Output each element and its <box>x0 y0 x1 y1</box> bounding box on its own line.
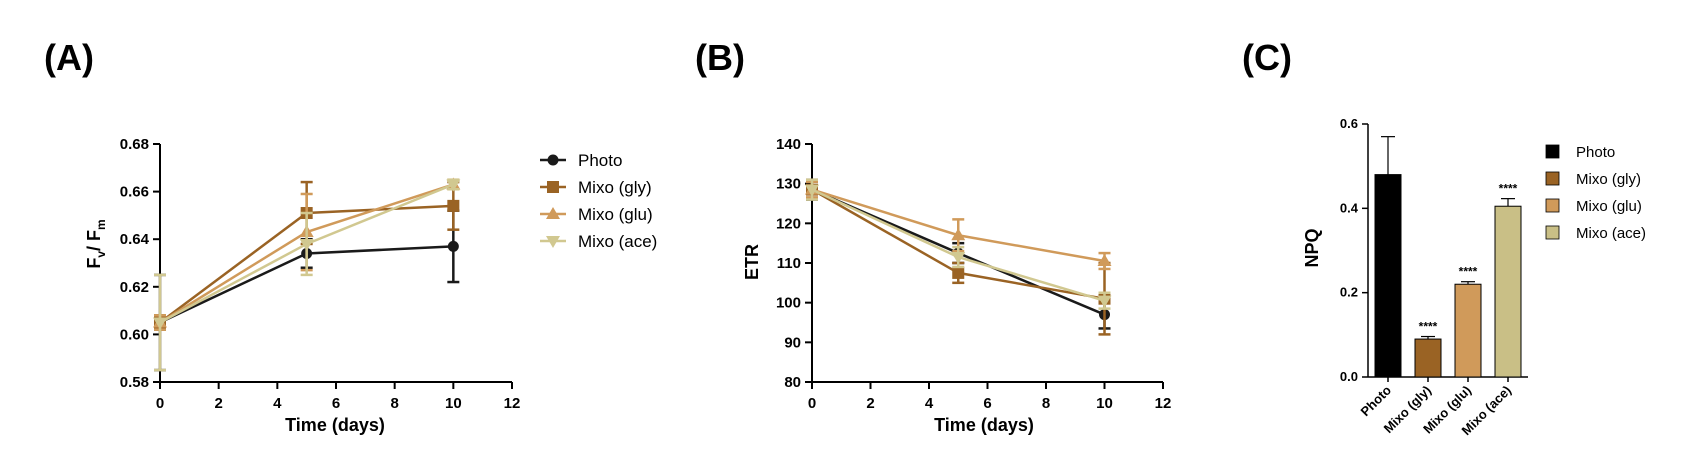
chart-b-x-tick-label: 8 <box>1042 395 1050 412</box>
chart-a-series-3 <box>153 178 461 372</box>
legend-label: Photo <box>1576 144 1615 161</box>
legend-label: Mixo (gly) <box>578 178 652 197</box>
chart-b-data-point <box>951 252 966 265</box>
chart-b-y-tick-label: 120 <box>776 215 801 232</box>
chart-a-x-tick-label: 2 <box>214 395 222 412</box>
chart-c-y-tick-label: 0.0 <box>1340 369 1358 384</box>
legend-item: Mixo (glu) <box>1545 198 1642 215</box>
chart-b-x-tick-label: 12 <box>1155 395 1172 412</box>
chart-b-x-tick-label: 2 <box>866 395 874 412</box>
chart-a: Time (days) Fv/ Fm 0 2 4 6 8 10 12 0.58 0.60 0.62… <box>84 136 657 435</box>
chart-a-ylabel-sub1: v <box>94 251 108 258</box>
legend-label: Photo <box>578 151 622 170</box>
chart-a-x-tick-label: 4 <box>273 395 282 412</box>
legend-item: Photo <box>1545 144 1615 161</box>
legend-swatch <box>1545 171 1560 186</box>
chart-a-data-point <box>153 317 167 330</box>
chart-a-data-point <box>299 238 314 251</box>
chart-c-y-tick-label: 0.2 <box>1340 285 1358 300</box>
chart-b-data-point <box>952 266 965 279</box>
legend-swatch <box>1545 225 1560 240</box>
legend-item: Mixo (gly) <box>1545 171 1641 188</box>
chart-b-y-tick-label: 110 <box>777 255 801 272</box>
chart-a-ylabel: Fv/ Fm <box>84 219 108 268</box>
chart-a-x-tick-label: 0 <box>156 395 164 412</box>
bar <box>1374 174 1402 378</box>
bar <box>1494 205 1522 378</box>
chart-a-x-tick-label: 8 <box>390 395 398 412</box>
chart-b-x-tick-label: 4 <box>925 395 934 412</box>
legend-label: Mixo (ace) <box>578 232 657 251</box>
chart-a-y-tick-label: 0.68 <box>120 136 149 153</box>
legend-label: Mixo (ace) <box>1576 225 1646 242</box>
chart-a-x-tick-label: 12 <box>504 395 521 412</box>
legend-label: Mixo (gly) <box>1576 171 1641 188</box>
legend-item: Mixo (gly) <box>540 178 652 197</box>
chart-a-y-tick-label: 0.64 <box>120 231 150 248</box>
chart-a-x-tick-label: 6 <box>332 395 340 412</box>
chart-a-ylabel-main: F <box>84 258 104 269</box>
bar-group: ****Mixo (ace) <box>1459 182 1522 438</box>
chart-b-y-tick-label: 90 <box>784 334 801 351</box>
legend-swatch <box>1545 198 1560 213</box>
chart-b: Time (days) ETR 0 2 4 6 8 10 12 80 90 100 110 120 13… <box>742 136 1171 435</box>
significance-label: **** <box>1499 182 1518 196</box>
chart-c-y-tick-label: 0.4 <box>1340 200 1359 215</box>
chart-b-ylabel: ETR <box>742 244 762 280</box>
legend-marker <box>546 207 560 219</box>
bar <box>1414 338 1442 378</box>
chart-b-y-tick-label: 100 <box>776 295 801 312</box>
chart-a-ylabel-sub2: m <box>94 219 108 230</box>
chart-a-ylabel-mid: / F <box>84 230 104 251</box>
chart-a-y-tick-label: 0.60 <box>120 326 149 343</box>
chart-b-x-tick-label: 10 <box>1096 395 1113 412</box>
legend-marker <box>547 154 559 166</box>
legend-marker <box>547 181 559 193</box>
chart-c-x-tick-label: Photo <box>1357 382 1394 419</box>
chart-b-y-tick-label: 140 <box>776 136 801 153</box>
significance-label: **** <box>1459 265 1478 279</box>
legend-item: Mixo (ace) <box>540 232 657 251</box>
chart-a-x-tick-label: 10 <box>445 395 462 412</box>
chart-b-data-point <box>805 184 819 197</box>
chart-a-y-tick-label: 0.66 <box>120 184 149 201</box>
legend-marker <box>546 236 560 248</box>
chart-b-x-tick-label: 6 <box>983 395 991 412</box>
chart-a-data-point <box>446 179 461 192</box>
panel-label-b: (B) <box>695 37 745 78</box>
chart-b-xlabel: Time (days) <box>934 415 1034 435</box>
chart-c: NPQ 0.0 0.2 0.4 0.6 Photo **** Mixo (gly) ****… <box>1302 116 1646 438</box>
chart-b-y-tick-label: 130 <box>776 176 801 193</box>
chart-c-y-tick-label: 0.6 <box>1340 116 1358 131</box>
significance-label: **** <box>1419 320 1438 334</box>
panel-label-a: (A) <box>44 37 94 78</box>
bar <box>1454 283 1482 378</box>
chart-b-data-point <box>1097 254 1112 267</box>
legend-item: Mixo (glu) <box>540 205 653 224</box>
chart-a-y-tick-label: 0.58 <box>120 374 149 391</box>
chart-a-data-point <box>447 199 460 212</box>
chart-b-series-3 <box>805 178 1112 310</box>
panel-label-c: (C) <box>1242 37 1292 78</box>
chart-a-y-tick-label: 0.62 <box>120 279 149 296</box>
legend-item: Mixo (ace) <box>1545 225 1646 242</box>
chart-a-xlabel: Time (days) <box>285 415 385 435</box>
legend-label: Mixo (glu) <box>578 205 653 224</box>
chart-b-y-tick-label: 80 <box>784 374 801 391</box>
chart-b-data-point <box>1097 295 1112 308</box>
chart-b-x-tick-label: 0 <box>808 395 816 412</box>
legend-swatch <box>1545 144 1560 159</box>
chart-a-data-point <box>447 240 459 252</box>
legend-item: Photo <box>540 151 622 170</box>
legend-label: Mixo (glu) <box>1576 198 1642 215</box>
chart-b-data-point <box>951 228 966 241</box>
chart-c-ylabel: NPQ <box>1302 228 1322 267</box>
